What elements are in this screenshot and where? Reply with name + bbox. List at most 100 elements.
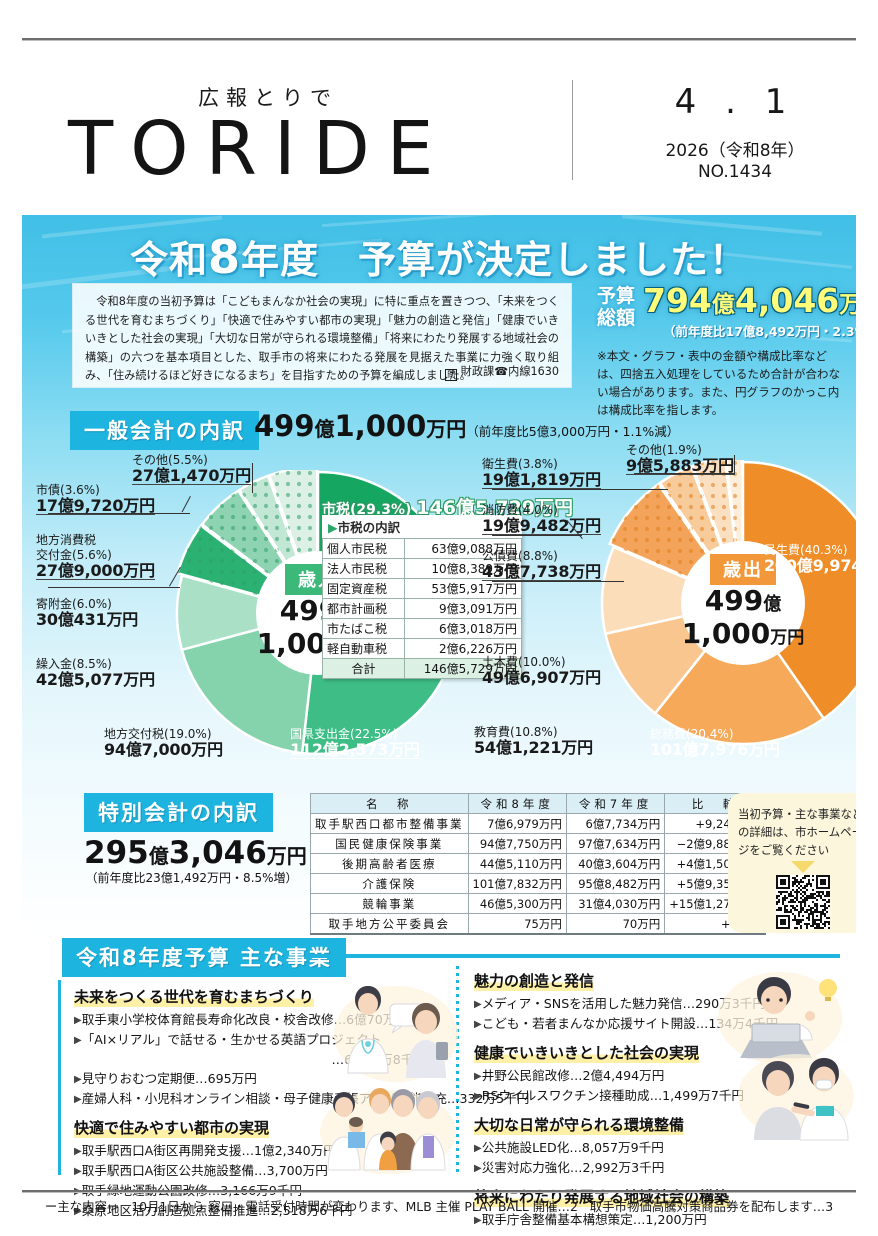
total-budget-comparison: （前年度比17億8,492万円・2.3%増） [663, 324, 856, 339]
triangle-right-icon: ▶ [74, 1035, 82, 1046]
top-divider-rule [22, 38, 856, 41]
special-row-name: 競輪事業 [310, 893, 469, 914]
table-row: 取手駅西口都市整備事業 7億6,979万円 6億7,734万円 +9,245万円 [310, 813, 766, 834]
project-item: ▶桑原地区活力創造拠点整備推進…2,518万6千円 [74, 1203, 353, 1218]
special-row-y7: 95億8,482万円 [565, 873, 666, 894]
general-account-heading: 一般会計の内訳 [70, 411, 259, 450]
issue-date: 4 . 1 [674, 82, 796, 122]
triangle-right-icon: ▶ [74, 1074, 82, 1085]
leader-line-11 [492, 581, 624, 583]
special-row-y8: 7億6,979万円 [467, 813, 567, 834]
project-item: ▶見守りおむつ定期便…695万円 [74, 1071, 257, 1086]
leader-line-4 [48, 587, 180, 589]
bottom-divider-rule [22, 1190, 856, 1193]
main-projects-block: 令和8年度予算 主な事業 未来をつくる世代を育むまちづくり ▶取手東小学校体育館長… [22, 938, 856, 1227]
triangle-right-icon: ▶ [474, 1091, 482, 1102]
total-budget-label: 予算 総額 [597, 285, 635, 329]
lead-paragraph-box: 令和8年度の当初予算は「こどもまんなか社会の実現」に特に重点を置きつつ、「未来を… [72, 283, 572, 388]
issue-number: NO.1434 [697, 162, 773, 182]
special-row-y8: 75万円 [467, 913, 567, 935]
tax-row-name: 固定資産税 [322, 578, 405, 599]
city-tax-headline: 市税(29.3%) 146億5,729万円 [322, 497, 574, 519]
special-row-name: 取手駅西口都市整備事業 [310, 813, 469, 834]
page-title: TORIDE [68, 106, 451, 192]
tax-row-name: 個人市民税 [322, 538, 405, 559]
revenue-label-国県支出金: 国県支出金(22.5%) 112億2,573万円 [290, 727, 420, 759]
triangle-right-icon: ▶ [328, 520, 338, 535]
special-account-heading-wrap: 特別会計の内訳 [84, 793, 273, 832]
triangle-right-icon: ▶ [74, 1206, 82, 1217]
banner-headline-c: 年度 予算が決定しました！ [241, 238, 749, 282]
lead-credit: 問 財政課☎内線1630 [445, 363, 559, 381]
table-row: 都市計画税 9億3,091万円 [322, 598, 522, 619]
special-row-y7: 70万円 [565, 913, 666, 935]
qr-code-svg [776, 875, 830, 929]
project-category: 魅力の創造と発信 [474, 970, 595, 991]
tax-row-value: 9億3,091万円 [404, 598, 522, 619]
project-category: 大切な日常が守られる環境整備 [474, 1114, 685, 1135]
project-item: ▶井野公民館改修…2億4,494万円 [474, 1068, 665, 1083]
project-item: ▶メディア・SNSを活用した魅力発信…290万3千円 [474, 996, 765, 1011]
expenditure-pie-chart: 歳出 499億 1,000万円 [600, 460, 856, 746]
table-total-row: 合計 146億5,729万円 [322, 658, 522, 679]
special-total-diff: +23億1,492万円 [664, 933, 766, 935]
footer-contents: ー主な内容ー 10月1日から 窓口・電話受付時間が変わります、MLB 主催 PL… [0, 1197, 878, 1215]
masthead-kouhou-label: 広報とりで [198, 86, 338, 110]
leader-line-6 [492, 489, 668, 491]
project-item: …6,546万8千円 [331, 1052, 426, 1067]
table-row: 介護保険 101億7,832万円 95億8,482万円 +5億9,350万円 [310, 873, 766, 894]
leader-line-8 [734, 455, 736, 475]
city-tax-breakdown-title: ▶市税の内訳 [322, 515, 522, 538]
special-row-name: 介護保険 [310, 873, 469, 894]
table-row: 法人市民税 10億8,389万円 [322, 558, 522, 579]
special-row-y7: 6億7,734万円 [565, 813, 666, 834]
homepage-qr-text: 当初予算・主な事業などの詳細は、市ホームページをご覧ください [738, 807, 856, 857]
special-row-name: 取手地方公平委員会 [310, 913, 469, 935]
triangle-right-icon: ▶ [74, 1015, 82, 1026]
triangle-right-icon: ▶ [474, 1215, 482, 1226]
revenue-label-地方交付税: 地方交付税(19.0%) 94億7,000万円 [104, 727, 223, 759]
tax-row-name: 軽自動車税 [322, 638, 405, 659]
tax-row-value: 6億3,018万円 [404, 618, 522, 639]
triangle-right-icon: ▶ [474, 999, 482, 1010]
project-item: ▶RSウイルスワクチン接種助成…1,499万7千円 [474, 1088, 745, 1103]
revenue-label-地方消費税交付金: 地方消費税 交付金(5.6%) 27億9,000万円 [36, 533, 155, 580]
tax-row-name: 都市計画税 [322, 598, 405, 619]
budget-feature-block: 令和8年度 予算が決定しました！ 令和8年度の当初予算は「こどもまんなか社会の実… [22, 215, 856, 935]
projects-column-left: 未来をつくる世代を育むまちづくり ▶取手東小学校体育館長寿命化改良・校舎改修…6億… [74, 978, 529, 1221]
tax-total-value: 146億5,729万円 [404, 658, 522, 679]
special-row-name: 国民健康保険事業 [310, 833, 469, 854]
special-row-y7: 97億7,634万円 [565, 833, 666, 854]
special-row-name: 後期高齢者医療 [310, 853, 469, 874]
leader-line-1 [48, 513, 190, 515]
general-account-amount: 499億1,000万円 [254, 409, 467, 443]
table-row: 固定資産税 53億5,917万円 [322, 578, 522, 599]
revenue-label-その他: その他(5.5%) 27億1,470万円 [132, 453, 251, 485]
table-total-row: 合 計 295億3,046万円 272億1,554万円 +23億1,492万円 [310, 933, 766, 935]
project-item: ▶取手駅西口A街区再開発支援…1億2,340万円 [74, 1143, 336, 1158]
special-row-y8: 94億7,750万円 [467, 833, 567, 854]
project-item: ▶取手東小学校体育館長寿命化改良・校舎改修…6億70万円 [74, 1012, 408, 1027]
revenue-label-市債: 市債(3.6%) 17億9,720万円 [36, 483, 155, 515]
qr-code-image[interactable] [776, 875, 830, 929]
lead-credit-text: 財政課☎内線1630 [460, 365, 559, 378]
banner-headline-b: 8 [207, 230, 241, 284]
expenditure-label-総務費: 総務費(20.4%) 101億7,976万円 [650, 727, 780, 759]
project-category: 健康でいきいきとした社会の実現 [474, 1042, 700, 1063]
tax-row-name: 法人市民税 [322, 558, 405, 579]
special-row-y7: 31億4,030万円 [565, 893, 666, 914]
tax-row-name: 市たばこ税 [322, 618, 405, 639]
project-category: 未来をつくる世代を育むまちづくり [74, 986, 314, 1007]
special-account-comparison: （前年度比23億1,492万円・8.5%増） [85, 871, 298, 885]
special-account-table: 名 称令和8年度 令和7年度比 較 取手駅西口都市整備事業 7億6,979万円 6… [310, 793, 766, 935]
special-row-y8: 46億5,300万円 [467, 893, 567, 914]
expenditure-label-民生費: 民生費(40.3%) 200億9,974万円 [764, 543, 856, 575]
homepage-qr-card[interactable]: 当初予算・主な事業などの詳細は、市ホームページをご覧ください [728, 793, 856, 933]
project-item: ▶「AI×リアル」で話せる・生かせる英語プロジェクト [74, 1032, 382, 1047]
tax-row-value: 53億5,917万円 [404, 578, 522, 599]
table-header-row: 名 称令和8年度 令和7年度比 較 [310, 793, 766, 814]
building-icon: 問 [445, 369, 458, 381]
expenditure-label-教育費: 教育費(10.8%) 54億1,221万円 [474, 725, 593, 757]
banner-headline: 令和8年度 予算が決定しました！ [22, 229, 856, 284]
project-item: ▶こども・若者まんなか応援サイト開設…134万4千円 [474, 1016, 779, 1031]
